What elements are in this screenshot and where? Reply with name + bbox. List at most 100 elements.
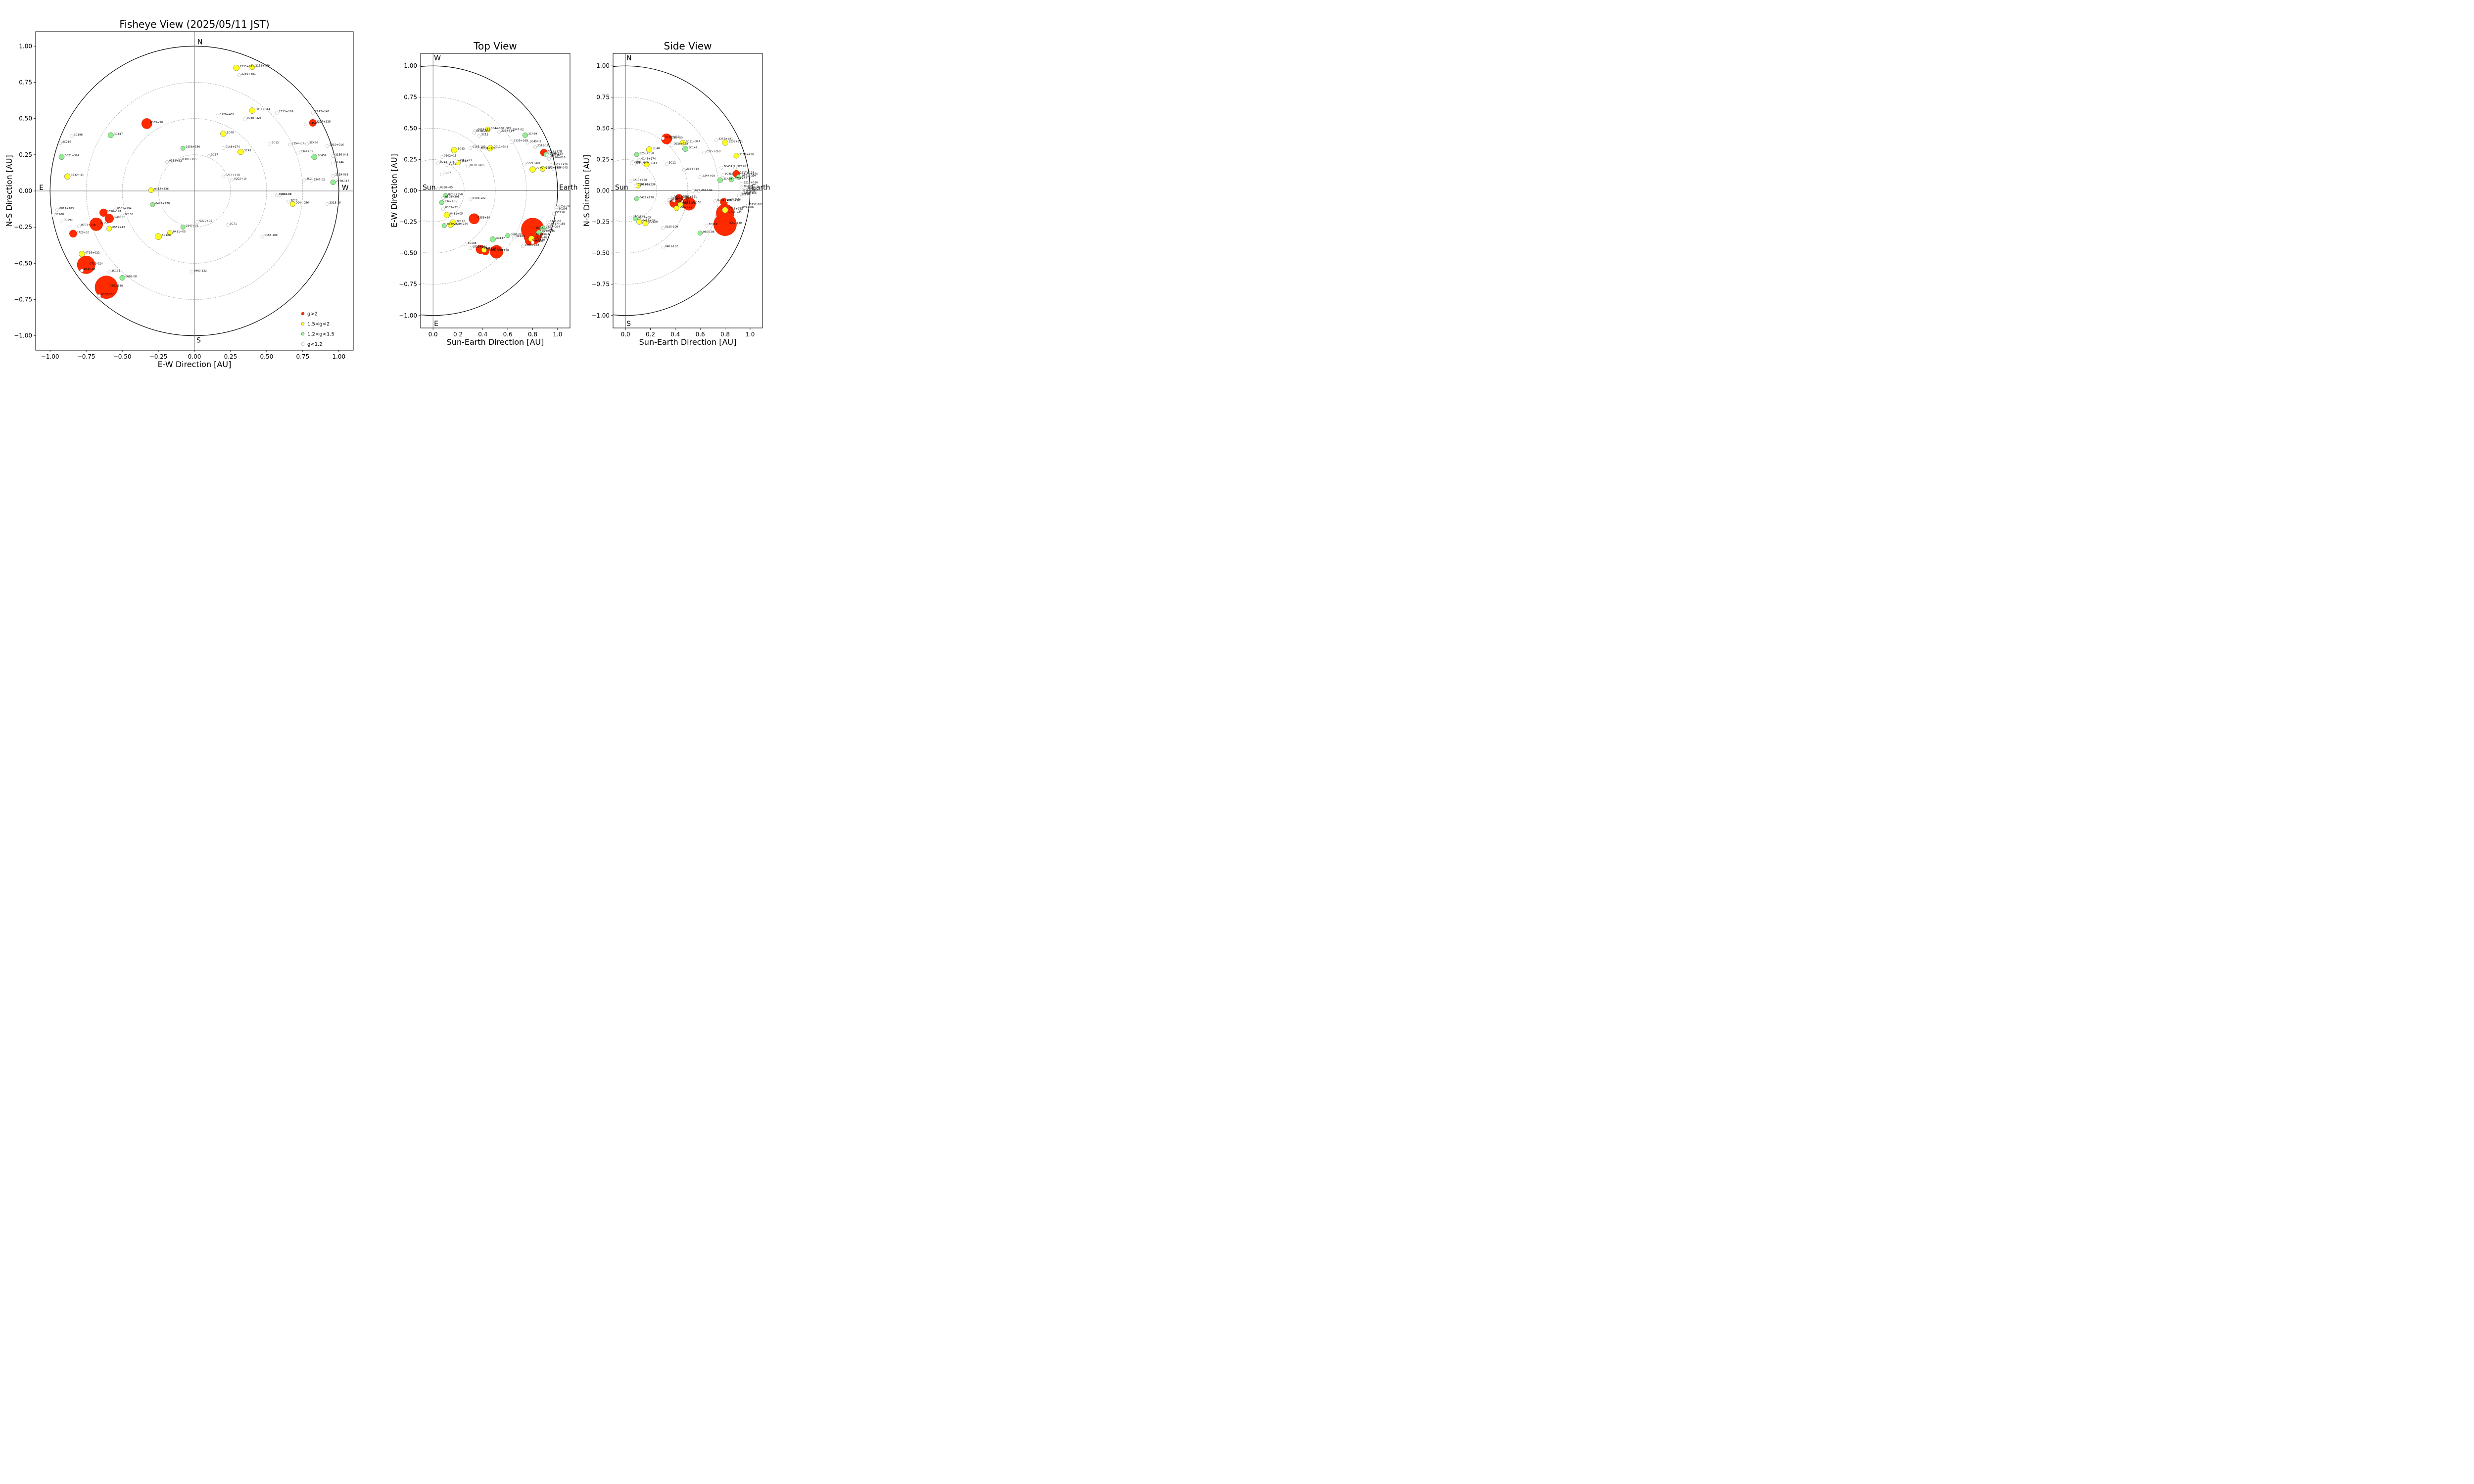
source-marker [719,166,723,170]
y-tick-label: 1.00 [404,62,417,69]
x-axis-label: Sun-Earth Direction [AU] [639,337,737,347]
source-marker [296,150,300,154]
source-marker [722,207,728,213]
source-label: 3C196 [545,229,554,232]
source-marker [677,201,683,207]
source-label: 3C12 [481,134,488,137]
source-marker [529,166,536,173]
source-label: 0038+328 [247,117,262,120]
source-label: 3C43 [650,162,657,165]
source-label: 3C158 [693,201,702,204]
source-label: 2344+09 [300,150,313,153]
source-label: 0821+394 [742,175,757,178]
source-marker [739,182,743,186]
source-marker [77,225,81,229]
source-label: 3C12 [272,141,279,144]
source-label: 3C161 [709,223,717,226]
source-label: 3C446 [335,161,344,164]
source-marker [445,163,449,167]
source-marker [680,139,686,145]
figure-canvas: 2235+511 2152+4502259+4810011+3442325+269… [4,18,770,369]
source-label: 0403-132 [665,245,678,248]
source-marker [722,139,728,146]
source-label: 0411+05 [173,231,186,233]
direction-label-right: Earth [752,184,770,192]
y-tick-label: 1.00 [19,43,32,49]
source-label: 2325+269 [706,150,721,153]
source-label: 0308+305 [445,196,460,199]
source-label: 0821+394 [546,226,561,229]
source-marker [554,208,558,212]
source-marker [469,146,473,150]
source-marker [525,140,529,144]
y-tick-label: −1.00 [399,312,417,319]
source-label: 0120+405 [665,136,680,139]
source-label: 0703+138 [717,199,732,202]
source-marker [260,234,264,238]
y-axis-label: E-W Direction [AU] [389,154,399,228]
source-marker [441,207,445,211]
source-marker [541,229,545,233]
source-marker [661,136,665,140]
y-tick-label: 0.00 [19,187,32,194]
source-marker [309,179,313,183]
source-marker [497,130,501,134]
source-label: 3C190 [535,240,544,243]
source-label: 3C48 [653,147,660,150]
source-marker [443,193,448,198]
source-marker [249,64,255,70]
source-label: 0556+191 [682,196,697,199]
y-tick-label: −0.75 [14,296,32,303]
x-tick-label: 0.00 [188,353,201,360]
source-label: 0548+16 [484,247,497,250]
source-marker [113,208,117,212]
source-label: 2347-02 [314,179,325,182]
source-label: 3C454.3 [723,165,735,168]
source-label: 0213+178 [440,161,455,164]
direction-label-left: E [39,184,44,192]
source-label: 0605-08 [511,233,522,236]
source-label: 0258+350 [186,146,200,149]
source-marker [447,222,453,228]
source-marker [99,208,108,217]
source-marker [289,201,295,207]
source-marker [691,189,695,193]
source-marker [505,233,511,238]
source-label: 0411+05 [450,213,463,216]
x-tick-label: 1.00 [332,353,345,360]
source-marker [443,212,450,218]
chart-title: Fisheye View (2025/05/11 JST) [119,18,269,30]
source-label: 0422+178 [155,202,170,205]
source-marker [466,164,470,168]
source-label: 0355+50 [477,216,490,219]
source-marker [487,145,494,151]
source-marker [58,141,62,145]
direction-label-right: W [342,184,349,192]
source-marker [628,216,632,220]
source-label: 3C2 [695,189,700,192]
source-marker [58,154,65,160]
source-label: 0347+05 [638,216,651,219]
source-marker [107,270,111,274]
source-marker [512,235,516,239]
source-marker [533,145,537,149]
source-label: 3C216 [747,187,756,190]
source-marker [220,131,227,137]
source-label: 3C71 [449,163,456,166]
source-marker [237,73,241,77]
source-marker [549,163,553,167]
source-marker [70,134,74,138]
source-marker [441,196,445,200]
source-label: 0202+15 [234,178,247,181]
source-label: 0732+33 [71,174,84,177]
source-marker [738,207,742,211]
source-marker [682,168,686,172]
direction-label-bottom: E [434,320,438,328]
source-marker [490,245,503,259]
source-marker [510,140,514,144]
source-label: 2210+016 [330,143,344,146]
y-tick-label: −0.50 [399,250,417,257]
y-axis-label: N-S Direction [AU] [582,155,591,227]
